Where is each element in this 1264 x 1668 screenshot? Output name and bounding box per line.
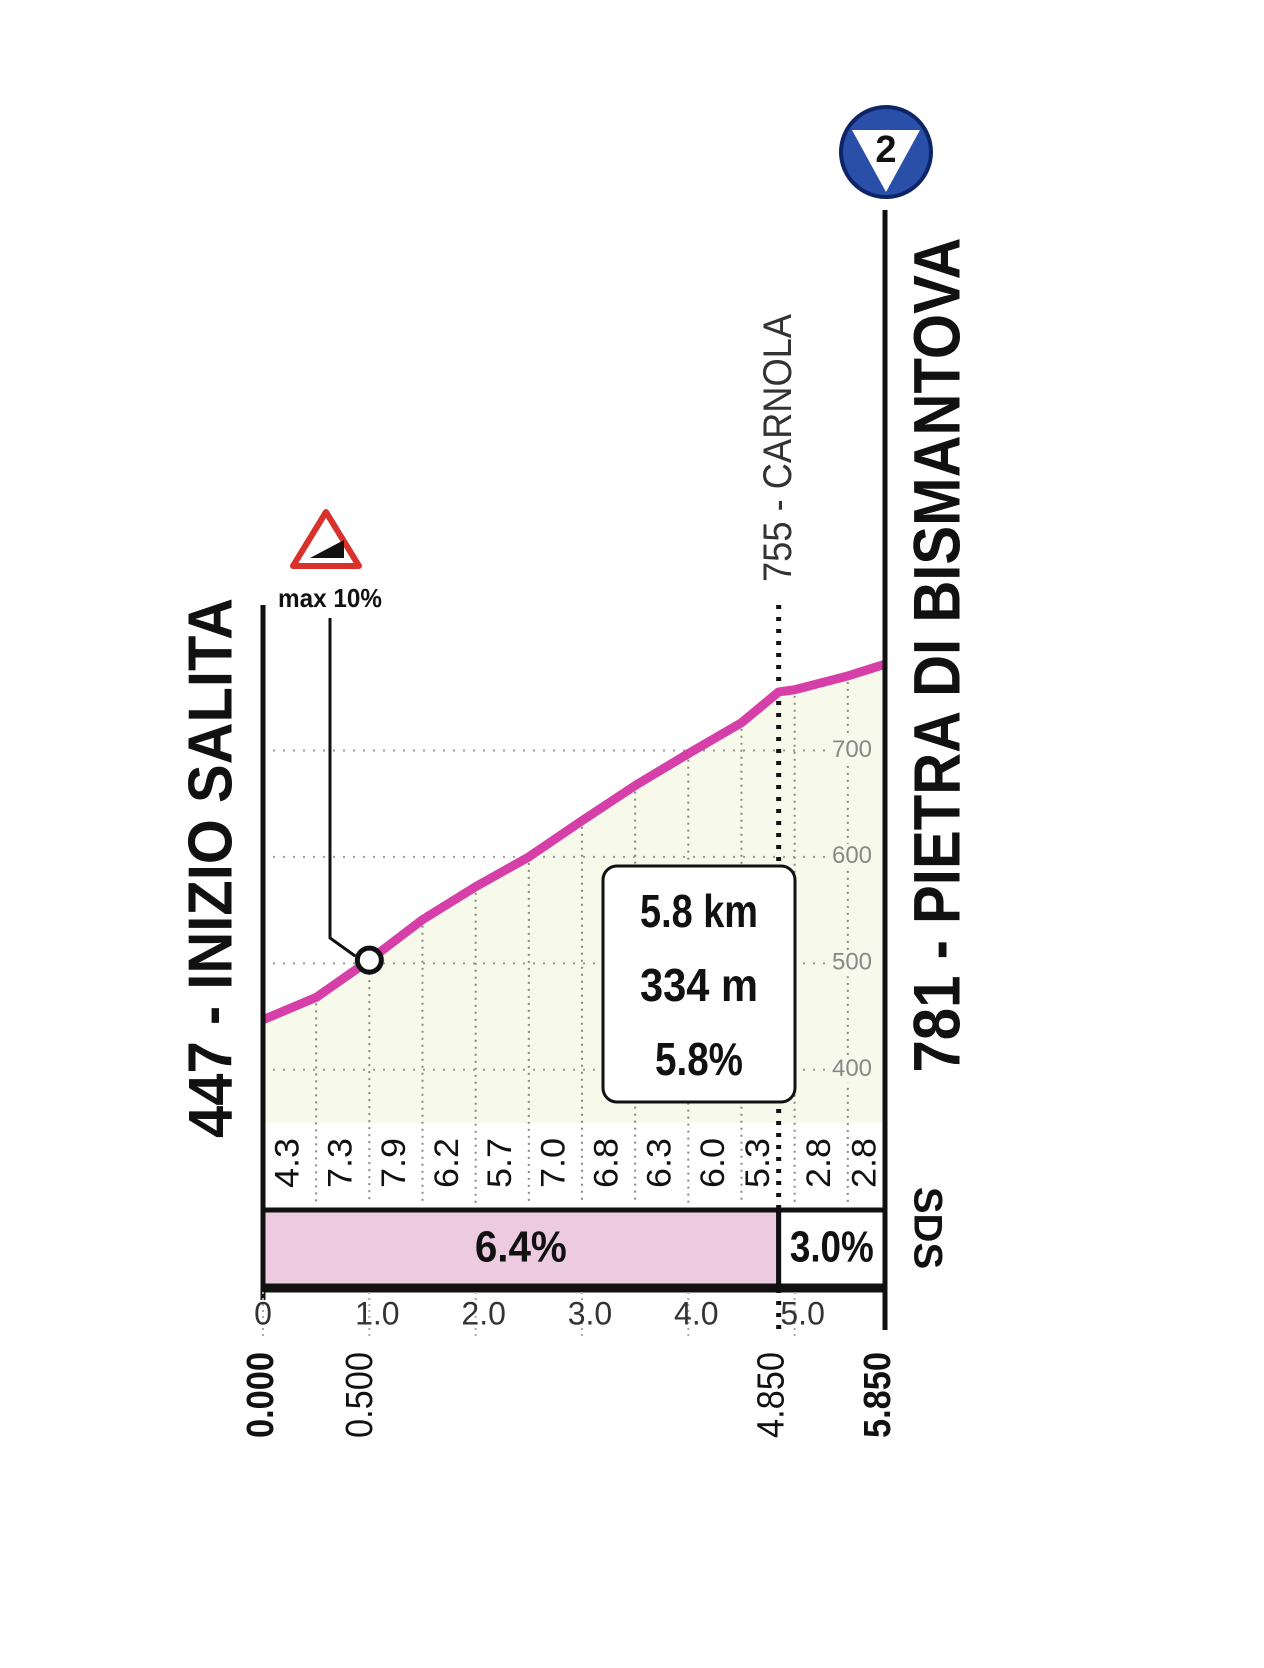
segment-gradient: 7.3: [322, 1138, 360, 1188]
x-tick-label: 3.0: [568, 1295, 612, 1331]
summary-line: 5.8 km: [640, 885, 758, 937]
y-tick-bg: [828, 843, 876, 870]
badge-triangle: [852, 130, 920, 192]
end-label: 781 - PIETRA DI BISMANTOVA: [899, 238, 973, 1073]
band-label: 3.0%: [790, 1223, 874, 1272]
summary-box: [601, 864, 797, 1104]
segment-gradient: 6.2: [428, 1138, 466, 1188]
segment-gradient: 5.3: [739, 1138, 777, 1188]
segment-gradient: 7.9: [375, 1138, 413, 1188]
segment-gradient: 6.0: [694, 1138, 732, 1188]
segment-gradient: 4.3: [269, 1138, 307, 1188]
badge-number: 2: [875, 129, 896, 171]
segment-gradient: 7.0: [534, 1138, 572, 1188]
segment-gradient: 6.3: [641, 1138, 679, 1188]
km-mark: 4.850: [751, 1352, 793, 1438]
logo: SDS: [905, 1187, 949, 1269]
x-tick-label: 4.0: [674, 1295, 718, 1331]
max-label: max 10%: [278, 583, 382, 613]
x-tick-label: 1.0: [355, 1295, 399, 1331]
max-leader: [328, 618, 357, 958]
y-tick-label: 600: [832, 842, 872, 869]
segment-gradient: 2.8: [800, 1138, 838, 1188]
y-tick-label: 400: [832, 1055, 872, 1082]
x-tick-label: 2.0: [461, 1295, 505, 1331]
y-tick-bg: [828, 950, 876, 977]
segment-gradient: 5.7: [481, 1138, 519, 1188]
x-tick-label: 0: [254, 1295, 272, 1331]
start-label: 447 - INIZIO SALITA: [176, 598, 245, 1138]
waypoint-label: 755 - CARNOLA: [756, 314, 800, 582]
km-mark: 5.850: [857, 1352, 899, 1438]
x-tick-label: 5.0: [780, 1295, 824, 1331]
gradient-band: [260, 1207, 782, 1289]
warning-slope: [310, 540, 344, 558]
y-tick-label: 500: [832, 949, 872, 976]
segment-gradient: 6.8: [588, 1138, 626, 1188]
summary-line: 334 m: [640, 959, 758, 1011]
y-tick-bg: [828, 737, 876, 764]
km-mark: 0.000: [240, 1352, 282, 1438]
km-mark: 0.500: [339, 1352, 381, 1438]
gradient-band: [776, 1207, 888, 1289]
max-point: [354, 945, 384, 975]
summary-line: 5.8%: [655, 1033, 743, 1085]
band-label: 6.4%: [475, 1223, 567, 1272]
segment-gradient: 2.8: [845, 1138, 883, 1188]
y-tick-label: 700: [832, 736, 872, 763]
y-tick-bg: [828, 1056, 876, 1083]
